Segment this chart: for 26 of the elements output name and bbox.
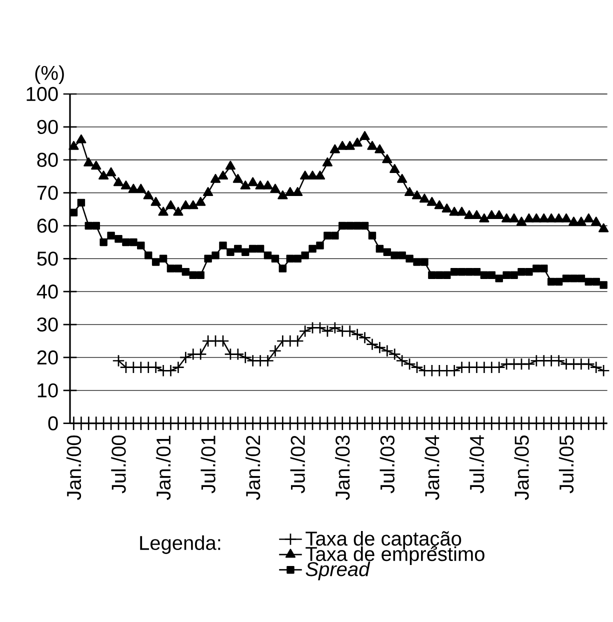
x-tick-label: Jul./01: [200, 436, 216, 494]
x-tick-label: Jul./04: [469, 435, 484, 494]
y-tick-label: 60: [37, 218, 58, 233]
y-tick-label: 0: [48, 416, 58, 430]
x-tick-label: Jan./00: [66, 436, 81, 500]
legend-title: Legenda:: [140, 535, 220, 554]
x-tick-label: Jan./03: [334, 436, 350, 500]
y-tick-label: 10: [38, 383, 58, 398]
y-tick-label: 70: [37, 186, 58, 200]
y-axis-title: (%): [35, 65, 64, 84]
x-tick-label: Jul./00: [111, 436, 126, 494]
x-tick-label: Jul./02: [290, 436, 305, 494]
x-tick-label: Jan./01: [156, 436, 170, 500]
y-tick-label: 90: [37, 120, 58, 134]
y-tick-label: 30: [36, 317, 58, 332]
y-tick-label: 100: [26, 86, 58, 102]
legend-label: Spread: [306, 562, 370, 580]
y-tick-label: 40: [36, 284, 58, 299]
x-tick-label: Jul./03: [380, 436, 394, 494]
y-tick-label: 20: [37, 350, 58, 365]
y-tick-label: 80: [37, 152, 58, 167]
x-tick-label: Jan./04: [424, 435, 440, 500]
x-tick-label: Jan./02: [245, 436, 260, 500]
x-tick-label: Jan./05: [514, 436, 529, 500]
y-tick-label: 50: [37, 252, 58, 266]
x-tick-label: Jul./05: [558, 436, 574, 494]
